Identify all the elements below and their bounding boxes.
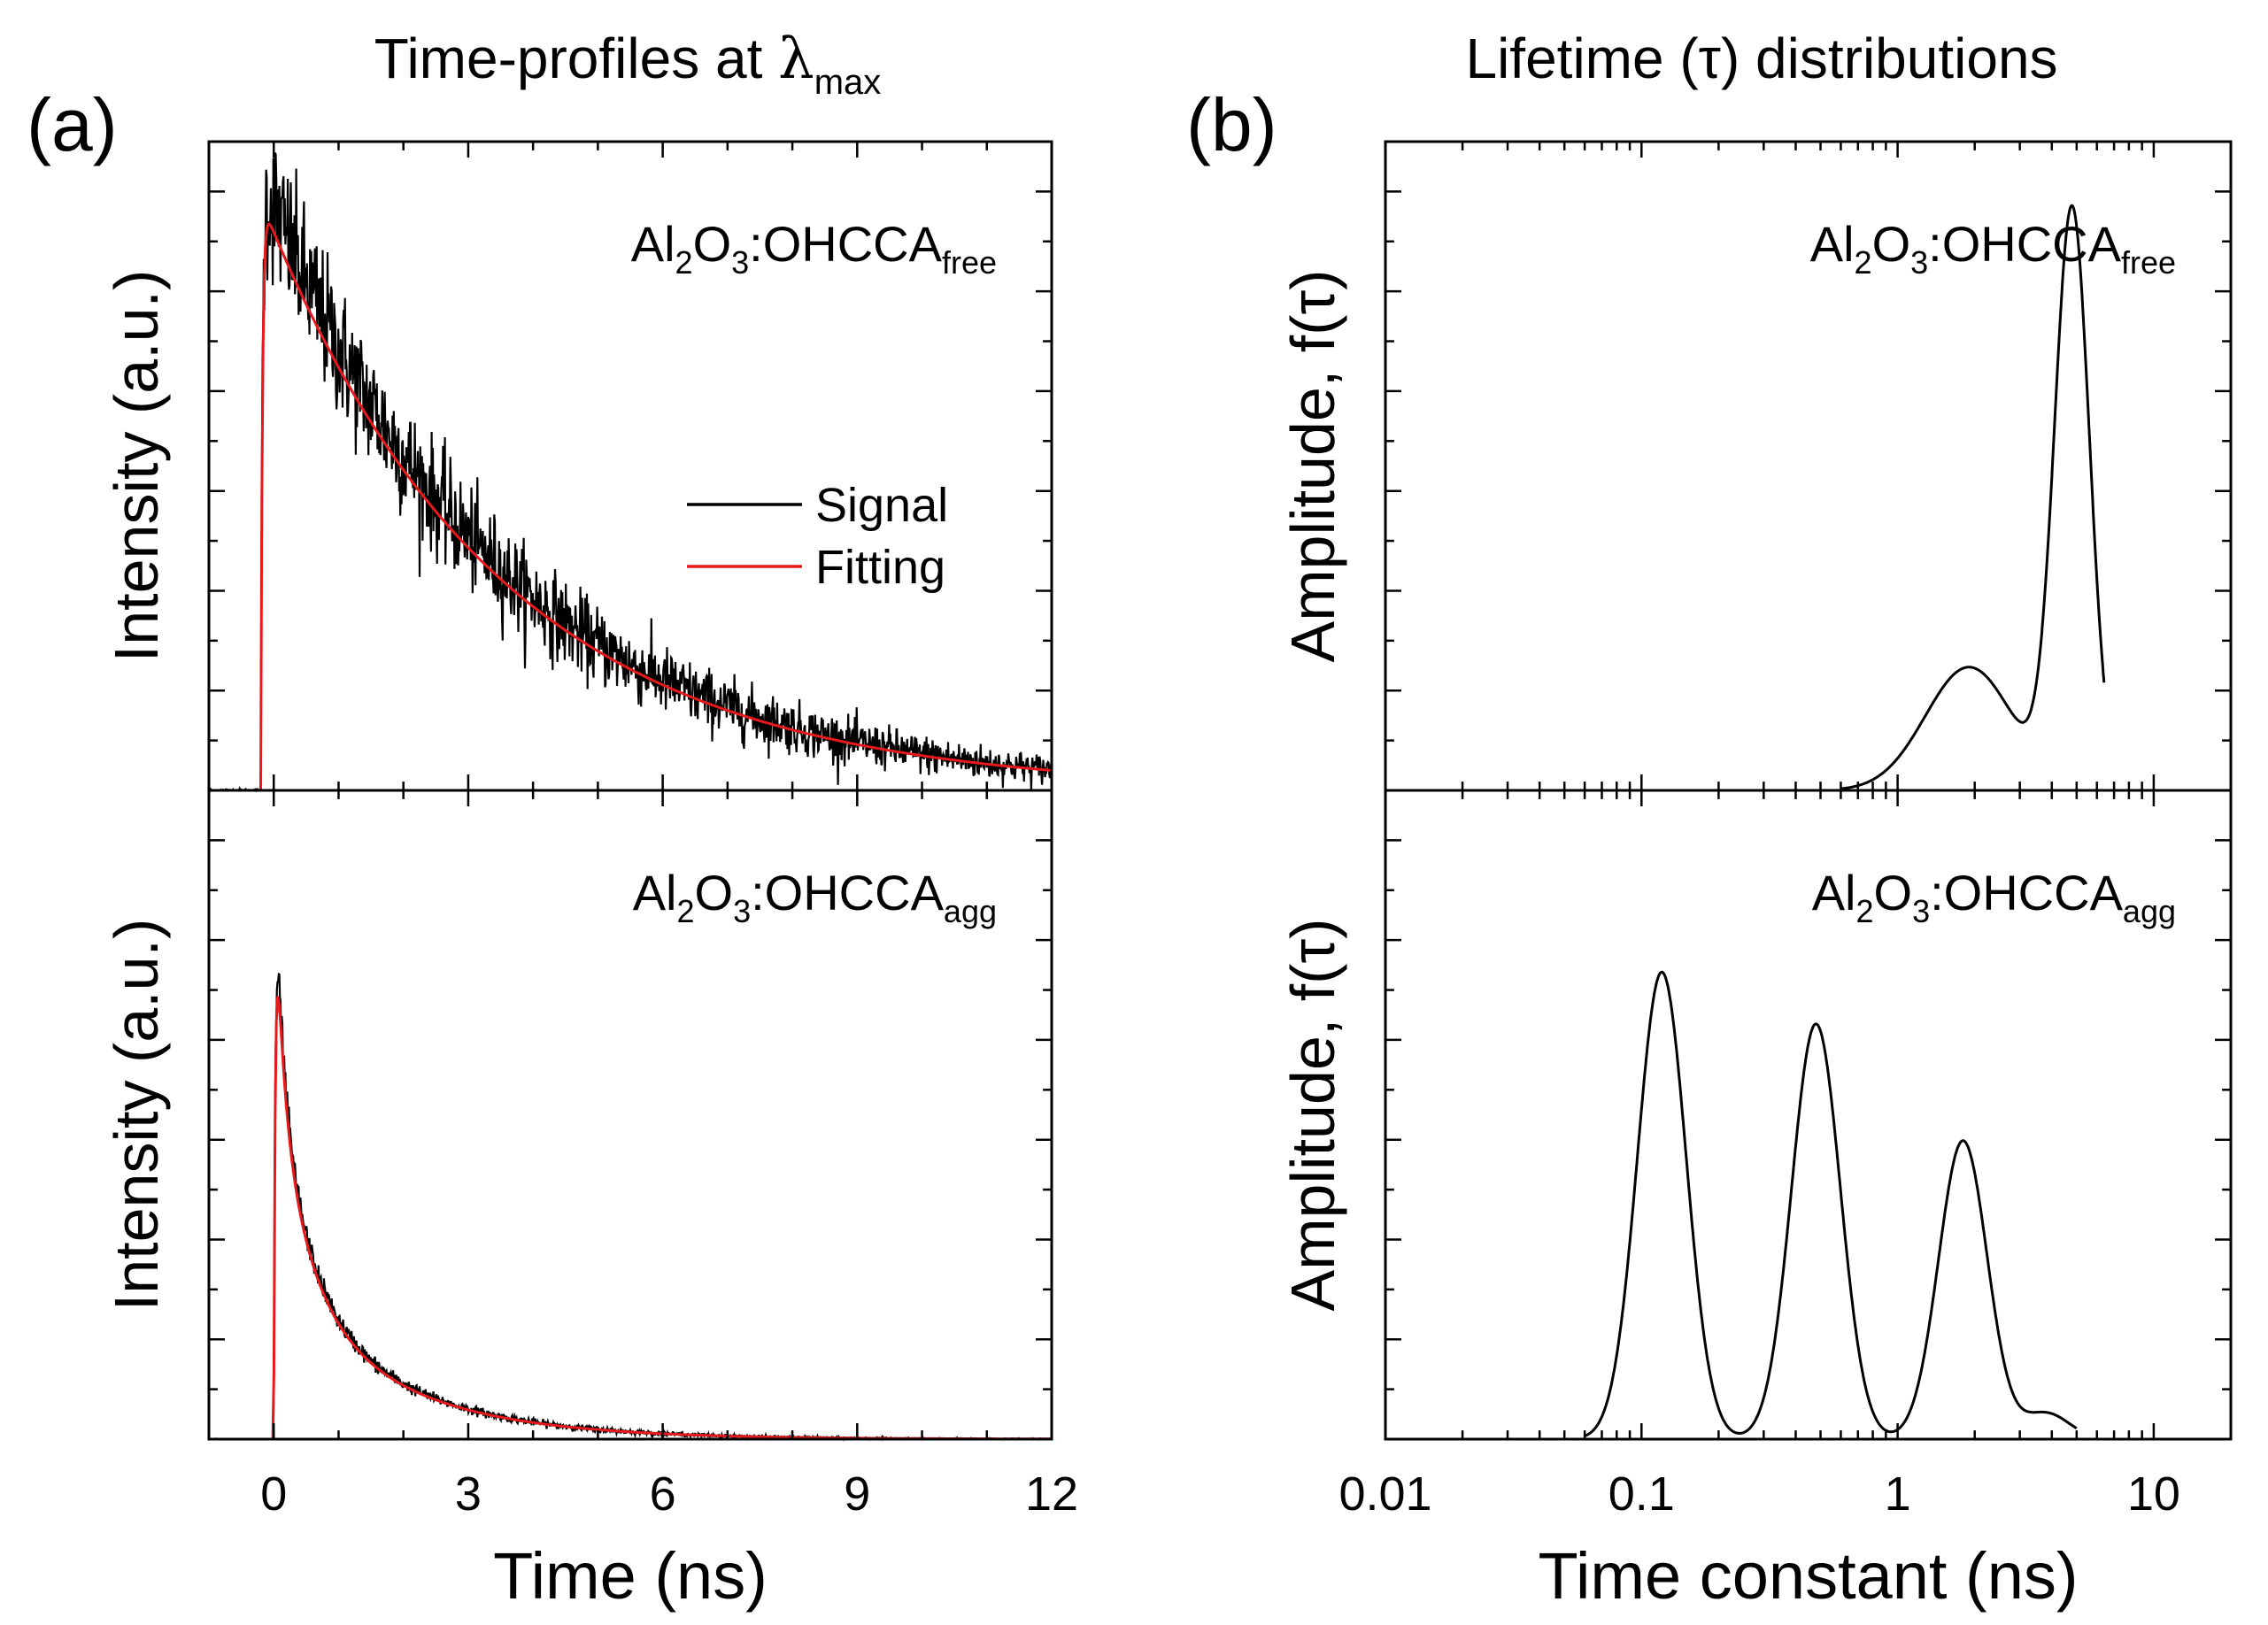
- a-top-sample-label: Al2O3:OHCCAfree: [631, 216, 997, 281]
- b-bottom-y-axis-label: Amplitude, f(τ): [1278, 919, 1347, 1312]
- b-bottom-x-axis-label: Time constant (ns): [1539, 1539, 2079, 1613]
- plot-b-bottom: 0.01 0.1 1 10 Time constant (ns) Amplitude, f…: [1278, 789, 2233, 1613]
- b-bottom-x-tick-label: 0.1: [1608, 1467, 1675, 1521]
- b-bottom-series-f-line: [1584, 970, 2078, 1437]
- b-top-sample-label: Al2O3:OHCCAfree: [1810, 216, 2176, 281]
- a-bottom-x-tick-label: 3: [455, 1467, 482, 1521]
- a-bottom-x-tick-label: 12: [1025, 1467, 1078, 1521]
- plot-a-bottom: 0 3 6 9 12 Time (ns) Intensity (a.u.) Al2O3:OHC…: [102, 789, 1078, 1613]
- a-bottom-series-signal-line: [209, 972, 1053, 1442]
- b-bottom-x-tick-label: 1: [1885, 1467, 1911, 1521]
- a-top-y-axis-label: Intensity (a.u.): [102, 270, 171, 663]
- legend-label-signal: Signal: [815, 479, 948, 532]
- b-top-series-f-line: [1840, 204, 2106, 790]
- b-bottom-sample-label: Al2O3:OHCCAagg: [1812, 865, 2176, 929]
- a-bottom-sample-label: Al2O3:OHCCAagg: [633, 865, 997, 929]
- a-bottom-series-fitting-line: [209, 996, 1052, 1441]
- legend-label-fitting: Fitting: [815, 541, 945, 594]
- a-top-series-fitting-line: [209, 222, 1053, 792]
- a-bottom-y-axis-label: Intensity (a.u.): [102, 919, 171, 1312]
- a-bottom-x-tick-label: 6: [650, 1467, 676, 1521]
- a-bottom-frame: [207, 789, 1053, 1441]
- a-bottom-x-axis-label: Time (ns): [493, 1539, 768, 1613]
- b-bottom-x-tick-label: 0.01: [1338, 1467, 1431, 1521]
- panel-a-title: Time-profiles at λmax: [374, 27, 882, 102]
- panel-b-title: Lifetime (τ) distributions: [1465, 27, 2057, 90]
- a-bottom-x-tick-label: 0: [260, 1467, 287, 1521]
- panel-b-letter: (b): [1186, 83, 1277, 166]
- plot-a-top: Intensity (a.u.) Al2O3:OHCCAfree Signal Fit…: [102, 140, 1053, 793]
- b-top-y-axis-label: Amplitude, f(τ): [1278, 270, 1347, 663]
- plot-b-top: Amplitude, f(τ) Al2O3:OHCCAfree: [1278, 140, 2233, 792]
- a-bottom-x-tick-label: 9: [844, 1467, 870, 1521]
- panel-a-letter: (a): [27, 83, 118, 166]
- b-bottom-frame: [1384, 789, 2233, 1441]
- b-bottom-x-tick-label: 10: [2127, 1467, 2180, 1521]
